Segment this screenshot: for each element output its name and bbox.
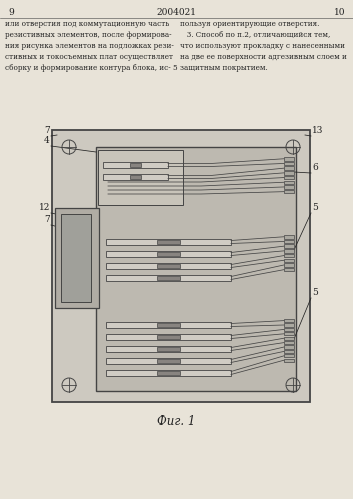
Bar — [284, 185, 294, 189]
Bar — [157, 335, 180, 339]
Bar — [157, 264, 180, 268]
Text: 7: 7 — [44, 126, 50, 135]
Bar — [130, 175, 141, 179]
Bar — [284, 176, 294, 179]
Bar — [55, 208, 99, 308]
Bar — [284, 157, 294, 161]
Bar — [106, 275, 231, 281]
Text: 9: 9 — [8, 8, 14, 17]
Text: 2004021: 2004021 — [156, 8, 196, 17]
Bar — [106, 239, 231, 245]
Bar — [284, 319, 294, 322]
Bar — [284, 341, 294, 344]
Bar — [106, 251, 231, 257]
Bar — [284, 190, 294, 194]
Bar — [284, 268, 294, 271]
Bar — [52, 130, 310, 402]
Bar — [157, 276, 180, 280]
Text: пользуя ориентирующие отверстия.
   3. Способ по п.2, отличающийся тем,
что испо: пользуя ориентирующие отверстия. 3. Спос… — [180, 20, 347, 72]
Bar — [157, 252, 180, 256]
Bar — [284, 245, 294, 248]
Bar — [284, 166, 294, 170]
Bar — [284, 332, 294, 335]
Bar — [284, 249, 294, 252]
Text: 13: 13 — [312, 126, 323, 135]
Bar — [284, 328, 294, 331]
Bar — [284, 235, 294, 239]
Bar — [284, 263, 294, 266]
Text: 5: 5 — [312, 203, 318, 212]
Text: 5: 5 — [312, 288, 318, 297]
Bar — [157, 240, 180, 244]
Text: 7: 7 — [44, 215, 50, 224]
Bar — [284, 323, 294, 327]
Bar — [157, 323, 180, 327]
Bar — [284, 181, 294, 184]
Bar — [96, 147, 296, 391]
Text: Фиг. 1: Фиг. 1 — [157, 415, 195, 428]
Bar — [106, 370, 231, 376]
Text: или отверстия под коммутационную часть
резистивных элементов, после формирова-
н: или отверстия под коммутационную часть р… — [5, 20, 178, 72]
Bar — [103, 174, 168, 180]
Bar — [61, 214, 91, 302]
Bar — [284, 171, 294, 175]
Bar — [106, 346, 231, 352]
Bar — [103, 162, 168, 168]
Text: 10: 10 — [334, 8, 345, 17]
Bar — [284, 354, 294, 357]
Text: 4: 4 — [44, 136, 50, 145]
Bar — [284, 258, 294, 262]
Bar — [284, 162, 294, 165]
Bar — [106, 263, 231, 269]
Bar — [157, 347, 180, 351]
Bar — [130, 163, 141, 167]
Bar — [98, 150, 183, 205]
Text: 12: 12 — [38, 203, 50, 212]
Bar — [284, 337, 294, 340]
Bar — [106, 322, 231, 328]
Bar — [284, 254, 294, 257]
Bar — [106, 334, 231, 340]
Bar — [157, 371, 180, 375]
Bar — [284, 350, 294, 353]
Bar — [106, 358, 231, 364]
Bar — [157, 359, 180, 363]
Text: 6: 6 — [312, 163, 318, 172]
Bar — [284, 345, 294, 349]
Bar — [284, 240, 294, 243]
Bar — [284, 359, 294, 362]
